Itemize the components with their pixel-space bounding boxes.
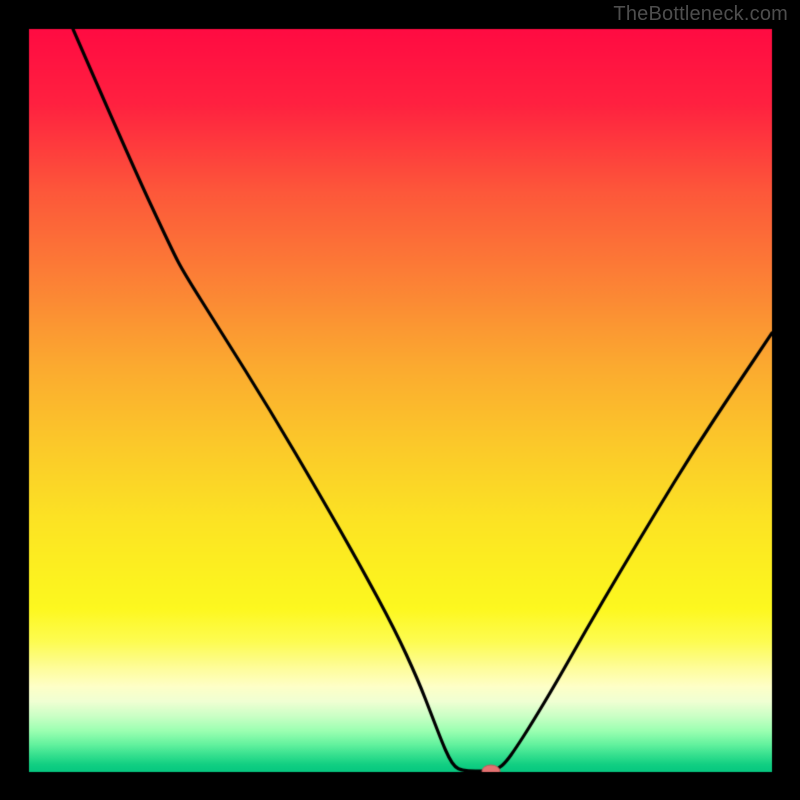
bottleneck-chart-canvas <box>0 0 800 800</box>
watermark-text: TheBottleneck.com <box>613 3 788 26</box>
